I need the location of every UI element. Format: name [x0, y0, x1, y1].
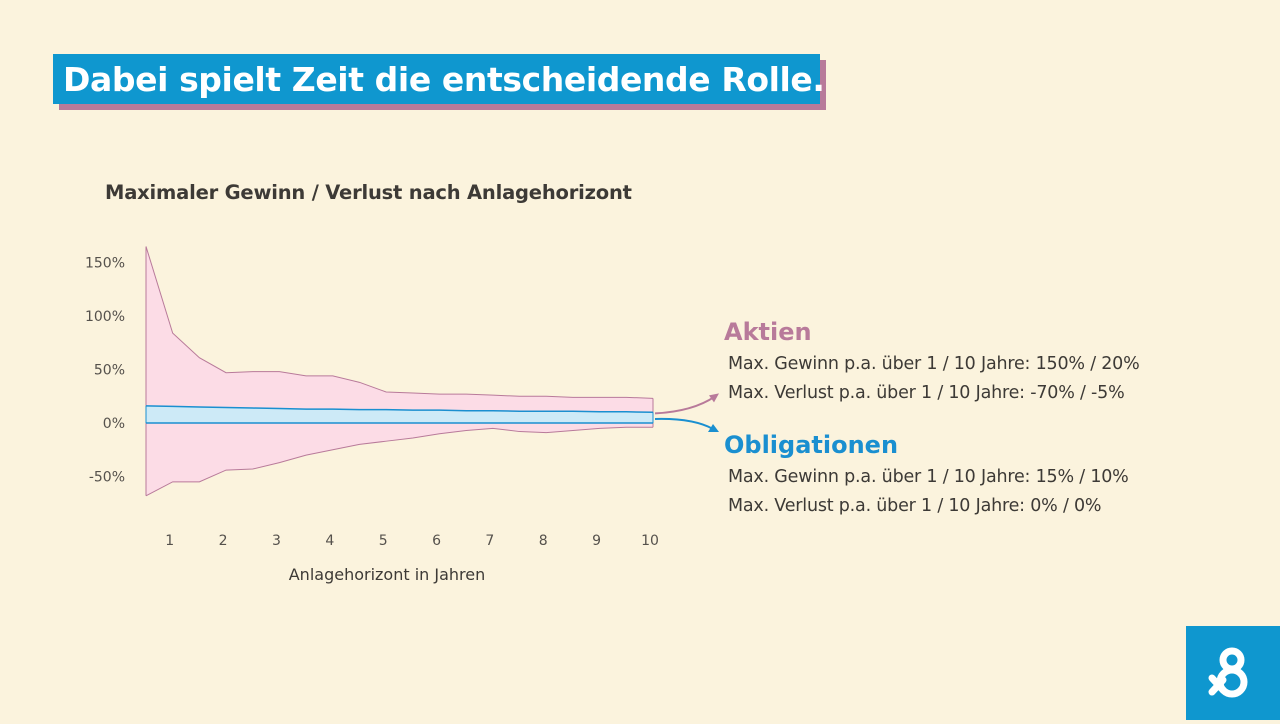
series-min-line-aktien — [145, 426, 653, 497]
y-tick-label: 50% — [94, 363, 125, 379]
chart-title: Maximaler Gewinn / Verlust nach Anlageho… — [105, 181, 632, 204]
x-tick-label: 2 — [219, 533, 228, 549]
aktien-arrow-line — [654, 395, 716, 415]
legend-obligationen-loss: Max. Verlust p.a. über 1 / 10 Jahre: 0% … — [728, 496, 1102, 516]
aktien-arrow-head — [709, 393, 719, 403]
series-max-line-aktien — [145, 246, 654, 399]
x-tick-label: 10 — [641, 533, 659, 549]
x-tick-label: 9 — [592, 533, 601, 549]
y-tick-label: 0% — [103, 416, 125, 432]
series-area-obligationen — [146, 405, 653, 423]
legend-aktien-loss: Max. Verlust p.a. über 1 / 10 Jahre: -70… — [728, 383, 1125, 403]
x-tick-label: 4 — [325, 533, 334, 549]
x-tick-label: 3 — [272, 533, 281, 549]
legend-obligationen-gain: Max. Gewinn p.a. über 1 / 10 Jahre: 15% … — [728, 467, 1129, 487]
y-tick-label: 150% — [85, 256, 125, 272]
series-area-aktien — [146, 246, 653, 496]
obligationen-arrow-head — [708, 424, 719, 432]
legend-aktien-title: Aktien — [724, 318, 812, 346]
x-axis-label: Anlagehorizont in Jahren — [289, 565, 486, 584]
x-tick-label: 8 — [539, 533, 548, 549]
x-tick-label: 6 — [432, 533, 441, 549]
series-max-line-obligationen — [145, 405, 654, 414]
x-tick-label: 5 — [379, 533, 388, 549]
legend-aktien-gain: Max. Gewinn p.a. über 1 / 10 Jahre: 150%… — [728, 354, 1140, 374]
obligationen-arrow-line — [654, 417, 714, 430]
y-tick-label: -50% — [89, 470, 125, 486]
logo-icon — [1186, 626, 1280, 720]
page-title: Dabei spielt Zeit die entscheidende Roll… — [63, 59, 825, 99]
logo-glyph — [1208, 647, 1248, 698]
x-tick-label: 1 — [165, 533, 174, 549]
y-tick-label: 100% — [85, 309, 125, 325]
x-tick-label: 7 — [485, 533, 494, 549]
title-banner: Dabei spielt Zeit die entscheidende Roll… — [53, 54, 825, 104]
legend-obligationen-title: Obligationen — [724, 431, 899, 459]
